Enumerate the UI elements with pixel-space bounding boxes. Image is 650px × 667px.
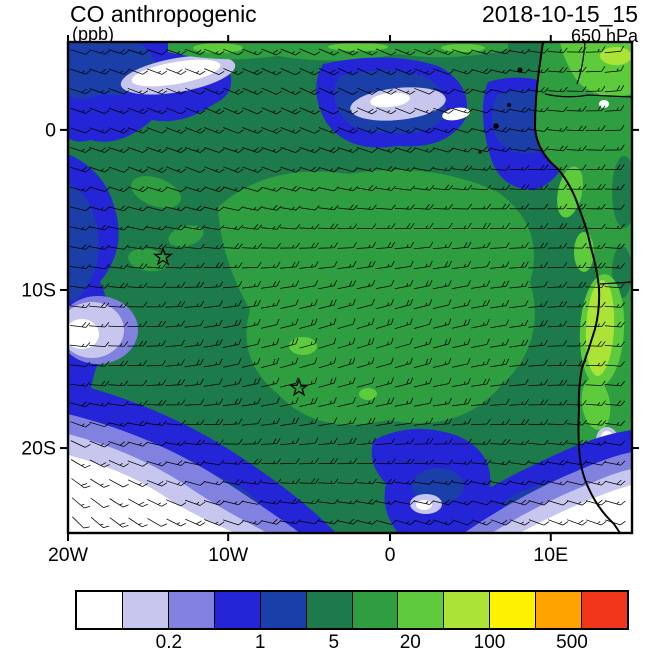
island-dot — [493, 123, 499, 129]
colorbar-cell — [489, 592, 536, 628]
axis-labels: 20W 10W 0 10E 0 10S 20S — [21, 119, 568, 566]
plot-frame — [66, 40, 634, 535]
datetime-label: 2018-10-15_15 — [481, 1, 638, 27]
colorbar-tick-label: 0.2 — [155, 632, 183, 653]
colorbar-cell — [77, 592, 122, 628]
island-dot — [507, 103, 511, 107]
colorbar-tick-label: 5 — [328, 632, 340, 653]
country-borders — [544, 42, 632, 285]
units-label: (ppb) — [72, 24, 115, 44]
coastline — [533, 42, 621, 533]
y-axis-tick-label: 0 — [45, 119, 56, 141]
contour-fill-field — [68, 42, 632, 533]
x-axis-tick-label: 0 — [385, 544, 396, 566]
colorbar-cell — [305, 592, 352, 628]
island-dot — [517, 67, 523, 73]
island-dot — [478, 150, 482, 154]
colorbar-cell — [581, 592, 628, 628]
x-axis-tick-label: 10W — [208, 544, 249, 566]
star-marker — [289, 377, 309, 397]
colorbar-cell — [443, 592, 490, 628]
colorbar-cell — [535, 592, 582, 628]
colorbar-tick-label: 100 — [473, 632, 506, 653]
colorbar — [75, 590, 629, 630]
colorbar-cell — [397, 592, 444, 628]
colorbar-cell — [351, 592, 398, 628]
colorbar-cell — [213, 592, 260, 628]
colorbar-cell — [121, 592, 168, 628]
colorbar-tick-label: 1 — [254, 632, 266, 653]
y-axis-tick-label: 20S — [21, 438, 56, 460]
star-marker — [153, 246, 173, 266]
colorbar-cell — [167, 592, 214, 628]
colorbar-tick-label: 20 — [399, 632, 421, 653]
x-axis-tick-label: 10E — [533, 544, 568, 566]
figure-title: CO anthropogenic — [70, 1, 257, 27]
colorbar-cell — [259, 592, 306, 628]
wind-barbs — [70, 45, 626, 529]
y-axis-tick-label: 10S — [21, 279, 56, 301]
colorbar-tick-label: 500 — [556, 632, 588, 653]
x-axis-tick-label: 20W — [48, 544, 89, 566]
